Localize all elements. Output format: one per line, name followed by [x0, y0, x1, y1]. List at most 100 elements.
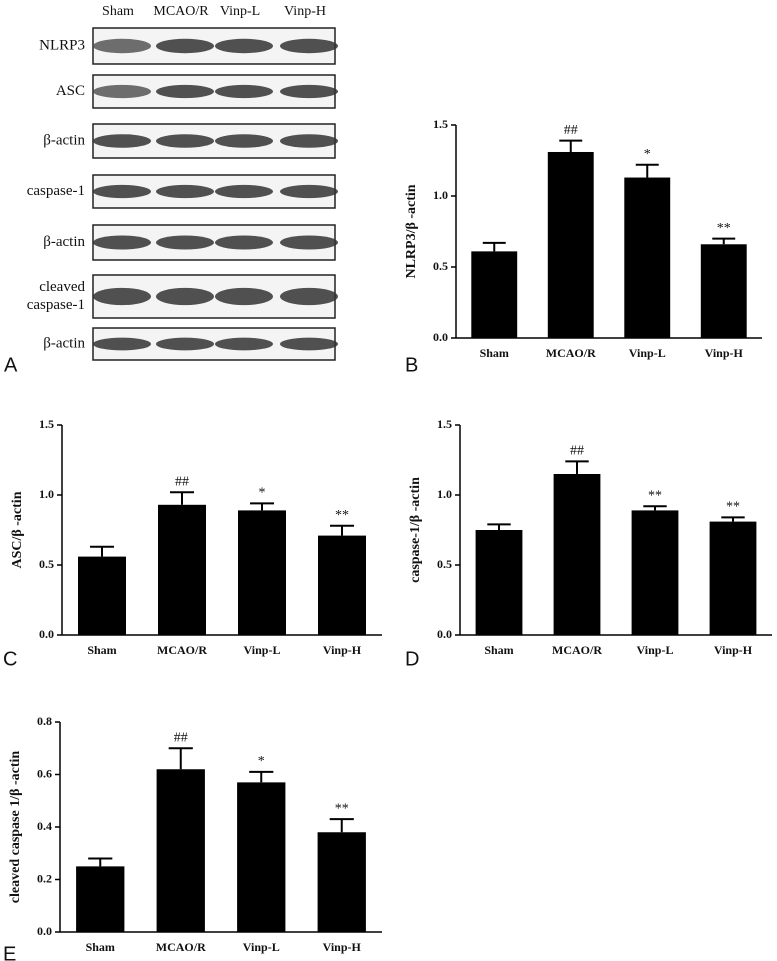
bar — [156, 769, 205, 932]
blot-band — [93, 287, 151, 306]
x-tick-label: MCAO/R — [552, 643, 602, 657]
panel-letter: D — [405, 648, 419, 670]
bar — [553, 474, 601, 635]
bar — [547, 151, 594, 338]
error-bar — [168, 747, 193, 770]
blot-band — [280, 84, 338, 99]
blot-band — [215, 235, 273, 250]
bar — [238, 510, 286, 635]
y-axis-label: caspase-1/β -actin — [408, 477, 423, 583]
significance: ## — [564, 123, 578, 138]
y-tick-label: 1.5 — [437, 417, 452, 431]
bar — [78, 556, 126, 635]
significance: ** — [717, 221, 731, 236]
y-axis-label: cleaved caspase 1/β -actin — [8, 751, 23, 904]
x-tick-label: Sham — [86, 940, 115, 954]
x-tick-label: Vinp-L — [244, 643, 281, 657]
panel-letter: B — [405, 354, 418, 376]
blot-band — [280, 38, 338, 54]
y-tick-label: 0.2 — [37, 871, 52, 885]
y-axis-label: NLRP3/β -actin — [404, 184, 419, 278]
x-tick-label: Sham — [484, 643, 513, 657]
blot-band — [93, 84, 151, 99]
x-tick-label: Vinp-H — [323, 940, 362, 954]
y-tick-label: 0.0 — [437, 627, 452, 641]
y-axis-label: ASC/β -actin — [10, 491, 25, 568]
panel-letter: C — [3, 648, 17, 670]
bar — [317, 832, 366, 932]
significance: ## — [570, 444, 584, 459]
blot-band — [280, 134, 338, 148]
error-bar — [329, 818, 354, 833]
lane-label: Vinp-L — [220, 4, 260, 19]
bar — [158, 504, 206, 635]
significance: ** — [648, 488, 662, 503]
blot-band — [156, 287, 214, 306]
error-bar — [565, 460, 589, 474]
error-bar — [482, 241, 506, 252]
blot-band — [215, 38, 273, 54]
x-tick-label: Vinp-H — [714, 643, 753, 657]
bar — [76, 866, 125, 932]
error-bar — [250, 502, 274, 511]
blot-band — [156, 134, 214, 148]
error-bar — [712, 237, 736, 245]
lane-label: MCAO/R — [153, 4, 209, 19]
row-label: β-actin — [43, 335, 85, 351]
bar — [631, 510, 679, 635]
y-tick-label: 0.0 — [433, 330, 448, 344]
blot-band — [215, 337, 273, 351]
bar — [475, 530, 523, 635]
significance: ## — [175, 474, 189, 489]
significance: ## — [174, 730, 188, 745]
blot-band — [215, 84, 273, 99]
error-bar — [559, 139, 583, 152]
y-tick-label: 0.0 — [39, 627, 54, 641]
significance: ** — [335, 801, 349, 816]
y-tick-label: 0.0 — [37, 924, 52, 938]
x-tick-label: MCAO/R — [157, 643, 207, 657]
panel-letter: A — [4, 354, 18, 376]
bar — [709, 521, 757, 635]
x-tick-label: Vinp-L — [637, 643, 674, 657]
y-tick-label: 0.8 — [37, 714, 52, 728]
blot-band — [93, 235, 151, 250]
y-tick-label: 0.5 — [437, 557, 452, 571]
blot-band — [280, 184, 338, 199]
x-tick-label: Sham — [87, 643, 116, 657]
blot-band — [215, 287, 273, 306]
bar — [471, 251, 518, 338]
error-bar — [721, 516, 745, 522]
error-bar — [487, 523, 511, 530]
blot-band — [156, 337, 214, 351]
significance: ** — [335, 508, 349, 523]
x-tick-label: Vinp-L — [629, 346, 666, 360]
y-tick-label: 0.6 — [37, 766, 52, 780]
blot-band — [93, 38, 151, 54]
blot-band — [280, 287, 338, 306]
x-tick-label: Vinp-H — [323, 643, 362, 657]
error-bar — [170, 491, 194, 505]
significance: ** — [726, 500, 740, 515]
row-label: caspase-1 — [27, 297, 85, 313]
blot-band — [280, 337, 338, 351]
x-tick-label: Vinp-H — [705, 346, 744, 360]
panel-letter: E — [3, 943, 16, 961]
y-tick-label: 0.5 — [39, 557, 54, 571]
blot-band — [280, 235, 338, 250]
row-label: β-actin — [43, 234, 85, 250]
row-label: ASC — [56, 83, 85, 99]
y-tick-label: 1.0 — [433, 188, 448, 202]
x-tick-label: Vinp-L — [243, 940, 280, 954]
error-bar — [635, 163, 659, 178]
y-tick-label: 0.4 — [37, 819, 52, 833]
error-bar — [249, 770, 274, 783]
blot-band — [156, 184, 214, 199]
row-label: caspase-1 — [27, 183, 85, 199]
blot-band — [156, 38, 214, 54]
blot-band — [93, 337, 151, 351]
row-label: NLRP3 — [39, 37, 85, 53]
error-bar — [90, 545, 114, 557]
